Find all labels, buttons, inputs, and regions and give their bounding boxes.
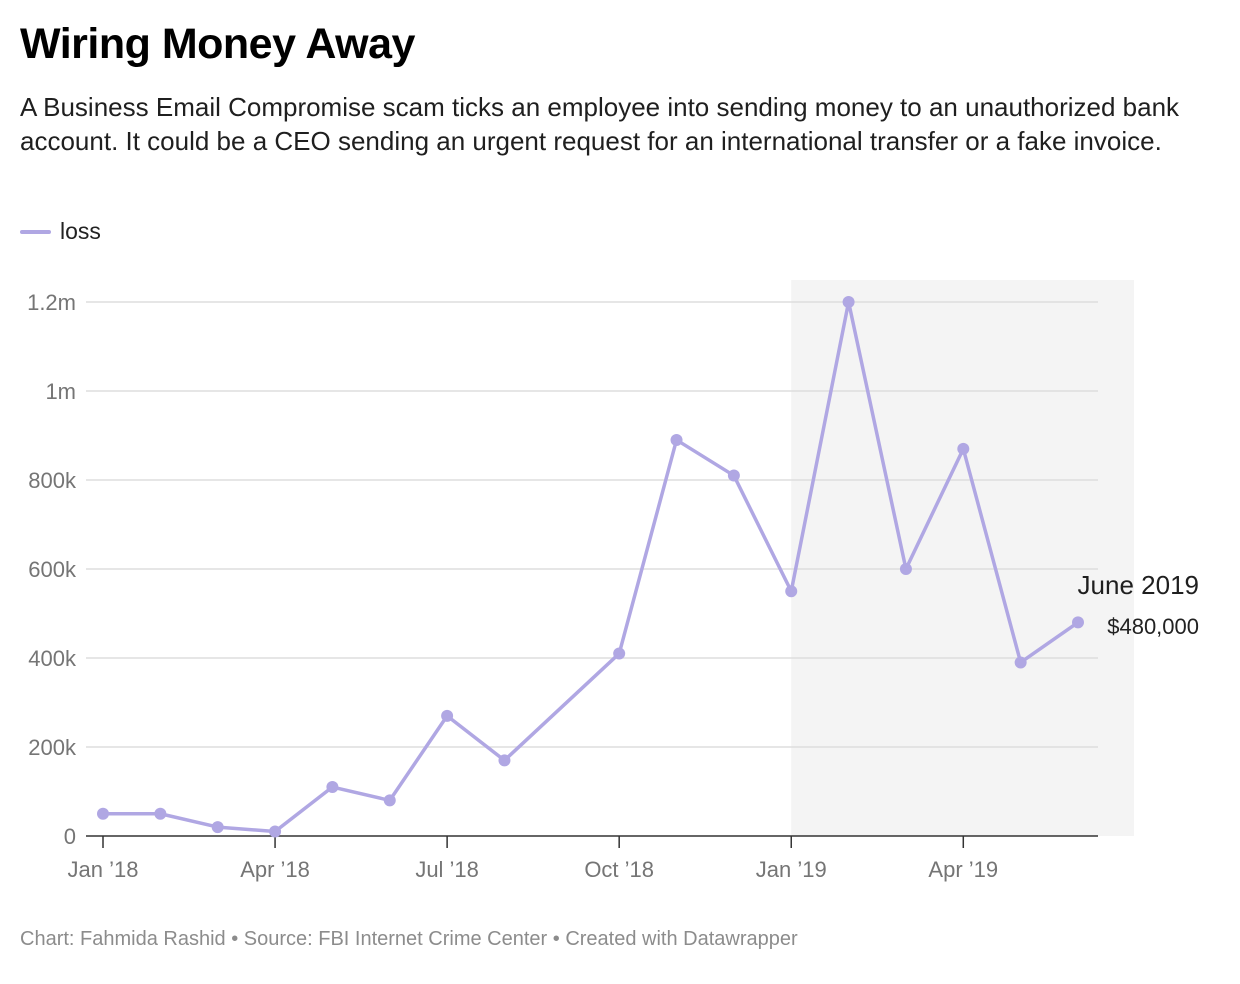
y-tick-label: 400k	[28, 646, 77, 671]
data-point	[957, 442, 970, 455]
x-tick-label: Jan ’18	[68, 857, 139, 882]
data-point	[211, 821, 224, 834]
y-tick-label: 1.2m	[27, 290, 76, 315]
y-tick-label: 600k	[28, 557, 77, 582]
legend-swatch-loss	[20, 229, 51, 234]
data-point	[498, 754, 511, 767]
data-point	[441, 709, 454, 722]
chart-title: Wiring Money Away	[20, 20, 415, 68]
data-point	[899, 563, 912, 575]
data-point	[785, 585, 798, 598]
legend: loss	[20, 218, 101, 245]
data-point	[727, 469, 740, 482]
highlight-band-layer	[791, 280, 1134, 836]
data-point	[326, 781, 339, 794]
x-tick-label: Jan ’19	[756, 857, 827, 882]
legend-label-loss: loss	[60, 218, 101, 244]
chart-subtitle: A Business Email Compromise scam ticks a…	[20, 92, 1180, 156]
y-tick-label: 1m	[45, 379, 76, 404]
y-tick-label: 200k	[28, 735, 77, 760]
data-point	[97, 807, 109, 820]
x-tick-label: Jul ’18	[415, 857, 479, 882]
data-point	[383, 794, 396, 807]
highlight-band	[791, 280, 1134, 836]
annotation-value: $480,000	[1107, 614, 1199, 639]
annotation-layer: June 2019 $480,000	[1078, 570, 1199, 639]
x-axis: Jan ’18 Apr ’18 Jul ’18 Oct ’18 Jan ’19 Apr ’…	[68, 835, 1098, 882]
x-tick-label: Apr ’18	[240, 857, 310, 882]
data-point	[670, 433, 683, 446]
data-point	[1072, 616, 1084, 629]
x-tick-label: Apr ’19	[928, 857, 998, 882]
series-layer	[97, 296, 1084, 838]
data-point	[154, 807, 167, 820]
annotation-title: June 2019	[1078, 570, 1199, 600]
y-tick-label: 800k	[28, 468, 77, 493]
grid-layer: 0 200k 400k 600k 800k 1m 1.2m	[27, 290, 1098, 849]
data-point	[842, 296, 855, 308]
data-point	[1014, 656, 1027, 669]
data-point	[269, 825, 282, 838]
x-tick-label: Oct ’18	[584, 857, 654, 882]
y-tick-label: 0	[64, 824, 76, 849]
chart-footer: Chart: Fahmida Rashid • Source: FBI Inte…	[20, 928, 798, 950]
data-point	[613, 647, 626, 660]
